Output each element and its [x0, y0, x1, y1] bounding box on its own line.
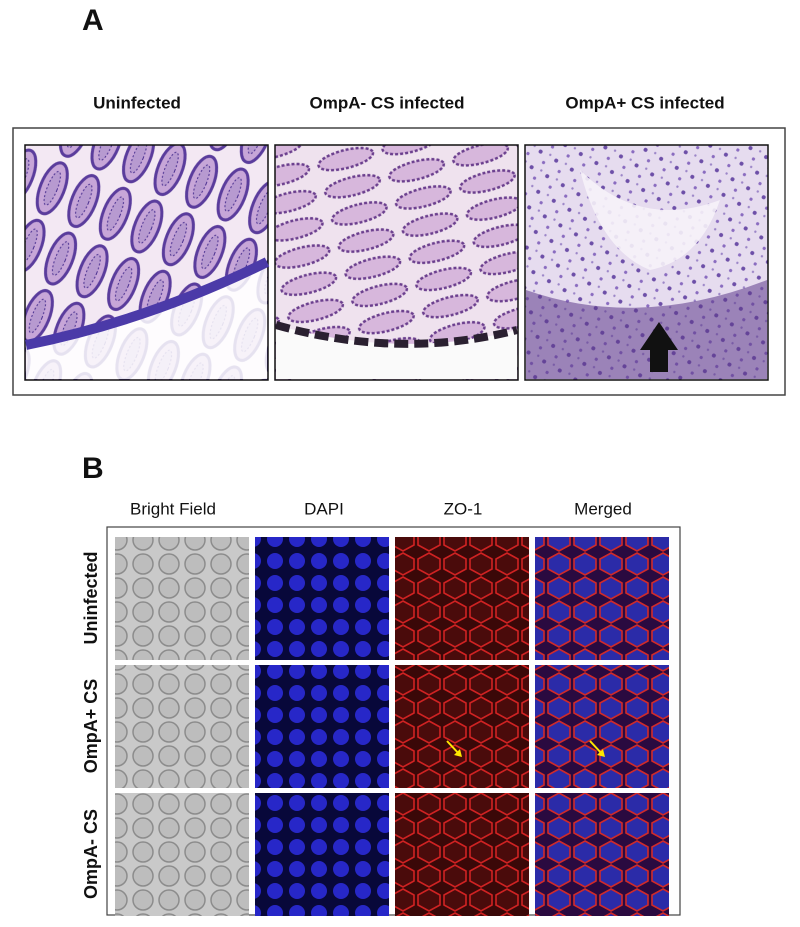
tissue-edge [25, 257, 270, 350]
histology-images [24, 144, 769, 381]
micrograph [395, 793, 529, 916]
micrograph [255, 793, 389, 916]
fluorescence-images [115, 537, 669, 916]
micrograph [395, 665, 529, 788]
column-label: Uninfected [93, 93, 181, 112]
column-label: OmpA- CS infected [310, 93, 465, 112]
column-label: ZO-1 [444, 499, 483, 518]
panel-label: A [82, 4, 104, 37]
tissue-gap [580, 170, 720, 270]
micrograph [115, 665, 249, 788]
row-label: OmpA- CS [81, 809, 101, 899]
tissue-edge [526, 280, 767, 379]
arrow [454, 749, 462, 757]
micrograph [535, 537, 669, 660]
micrograph [255, 537, 389, 660]
micrograph [535, 665, 669, 788]
panel-frame [12, 127, 786, 396]
micrograph [255, 665, 389, 788]
row-label: OmpA+ CS [81, 679, 101, 774]
tissue-edge [274, 321, 518, 348]
arrow [597, 749, 605, 757]
column-label: OmpA+ CS infected [565, 93, 724, 112]
micrograph [535, 793, 669, 916]
micrograph [115, 537, 249, 660]
row-label: Uninfected [81, 551, 101, 644]
panel-label: B [82, 452, 104, 485]
arrow [640, 322, 678, 372]
column-label: Merged [574, 499, 632, 518]
column-label: DAPI [304, 499, 344, 518]
column-label: Bright Field [130, 499, 216, 518]
micrograph [115, 793, 249, 916]
panel-frame [106, 526, 681, 916]
micrograph [395, 537, 529, 660]
